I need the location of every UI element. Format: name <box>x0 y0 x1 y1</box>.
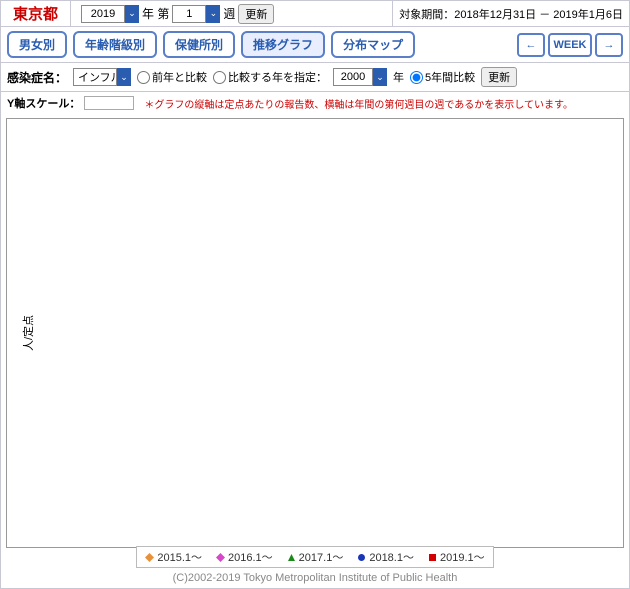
app-window: 東京都 ⌄ 年 第 ⌄ 週 更新 対象期間：2018年12月31日 － 2019… <box>0 0 630 589</box>
prefecture-label: 東京都 <box>1 1 71 26</box>
tab-center[interactable]: 保健所別 <box>163 31 235 58</box>
chevron-down-icon[interactable]: ⌄ <box>125 5 139 23</box>
radio-prev-year[interactable]: 前年と比較 <box>137 69 207 85</box>
trend-chart: 人/定点 05101520253035404550551週6週10週14週19週… <box>6 118 624 548</box>
tab-age[interactable]: 年齢階級別 <box>73 31 157 58</box>
header-row: 東京都 ⌄ 年 第 ⌄ 週 更新 対象期間：2018年12月31日 － 2019… <box>1 1 629 27</box>
year-suffix: 年 第 <box>142 5 169 22</box>
radio-5year[interactable]: 5年間比較 <box>410 69 475 85</box>
chart-legend: 2015.1～2016.1～2017.1～2018.1～2019.1～ <box>136 546 493 568</box>
filter-update-button[interactable]: 更新 <box>481 67 517 87</box>
week-suffix: 週 <box>223 5 235 22</box>
week-select[interactable]: ⌄ <box>172 5 220 23</box>
yscale-control[interactable]: Y軸スケール： <box>7 95 134 111</box>
week-button[interactable]: WEEK <box>548 33 592 57</box>
period-range: 対象期間：2018年12月31日 － 2019年1月6日 <box>392 1 629 26</box>
week-nav: ← WEEK → <box>517 33 623 57</box>
next-week-button[interactable]: → <box>595 33 623 57</box>
tab-row: 男女別 年齢階級別 保健所別 推移グラフ 分布マップ ← WEEK → <box>1 27 629 63</box>
radio-specify-year[interactable]: 比較する年を指定： <box>213 69 327 85</box>
chevron-down-icon[interactable]: ⌄ <box>206 5 220 23</box>
chevron-down-icon[interactable]: ⌄ <box>117 68 131 86</box>
disease-select[interactable]: ⌄ <box>73 68 131 86</box>
tab-trend[interactable]: 推移グラフ <box>241 31 325 58</box>
prev-week-button[interactable]: ← <box>517 33 545 57</box>
tab-sex[interactable]: 男女別 <box>7 31 67 58</box>
filter-row: 感染症名： ⌄ 前年と比較 比較する年を指定： ⌄ 年 5年間比較 更新 <box>1 63 629 92</box>
chevron-down-icon[interactable]: ⌄ <box>373 68 387 86</box>
specify-year-select[interactable]: ⌄ <box>333 68 387 86</box>
year-select[interactable]: ⌄ <box>81 5 139 23</box>
disease-label: 感染症名： <box>7 69 67 86</box>
chart-note: ＊グラフの縦軸は定点あたりの報告数、横軸は年間の第何週目の週であるかを表示してい… <box>144 96 573 111</box>
axis-row: Y軸スケール： ＊グラフの縦軸は定点あたりの報告数、横軸は年間の第何週目の週であ… <box>1 92 629 114</box>
y-axis-label: 人/定点 <box>20 315 36 351</box>
tab-map[interactable]: 分布マップ <box>331 31 415 58</box>
update-button[interactable]: 更新 <box>238 4 274 24</box>
copyright: (C)2002-2019 Tokyo Metropolitan Institut… <box>1 572 629 588</box>
